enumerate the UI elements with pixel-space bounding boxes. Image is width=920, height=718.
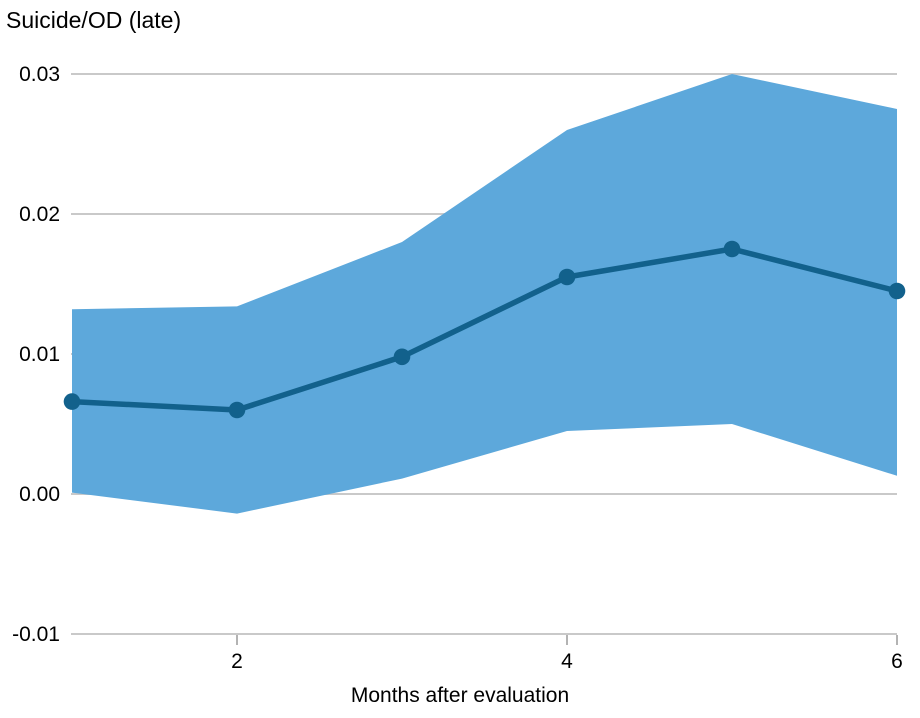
x-tick-label: 4 — [561, 650, 573, 673]
x-tick-label: 6 — [891, 650, 903, 673]
confidence-band — [72, 74, 897, 514]
y-tick-label: -0.01 — [12, 623, 60, 646]
data-point-marker — [888, 282, 906, 300]
series-line — [69, 246, 900, 413]
data-point-marker — [63, 393, 81, 410]
data-point-marker — [228, 401, 246, 419]
x-axis-title: Months after evaluation — [350, 684, 570, 707]
data-point-marker — [723, 240, 741, 258]
data-point-marker — [393, 348, 411, 366]
y-tick-label: 0.00 — [19, 483, 60, 506]
y-tick-label: 0.01 — [19, 343, 60, 366]
chart-title: Suicide/OD (late) — [6, 7, 182, 33]
y-tick-label: 0.02 — [19, 203, 60, 226]
data-point-marker — [558, 268, 576, 286]
y-tick-label: 0.03 — [19, 63, 60, 86]
x-tick-label: 2 — [231, 650, 243, 673]
